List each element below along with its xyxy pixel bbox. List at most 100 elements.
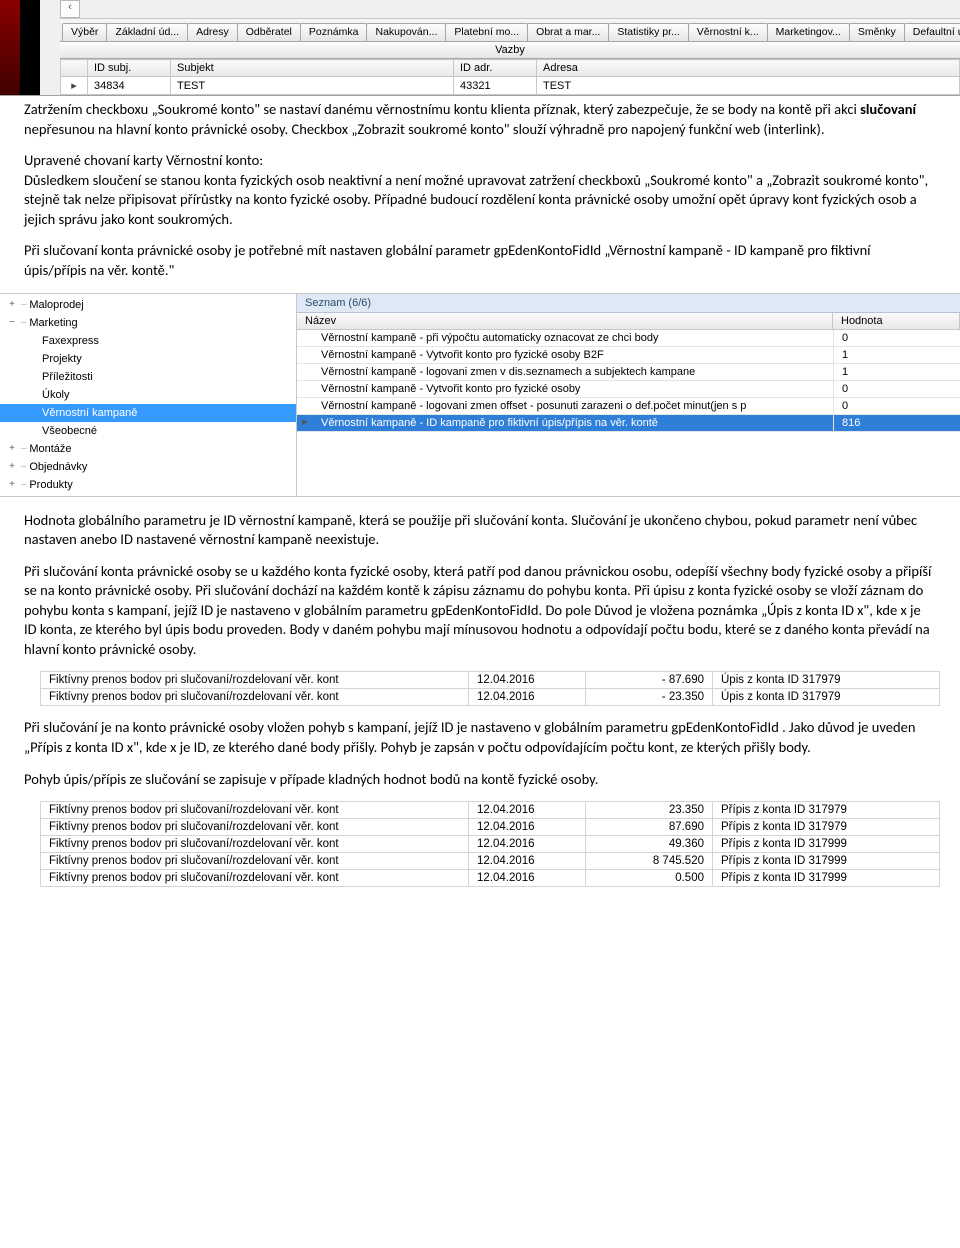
movements-grid-upis: Fiktívny prenos bodov pri slučovaní/rozd… <box>40 671 940 706</box>
tab[interactable]: Obrat a mar... <box>527 23 609 41</box>
cell-id-subj: 34834 <box>88 77 171 95</box>
movement-date: 12.04.2016 <box>469 689 586 706</box>
doc-paragraph: Při slučovaní konta právnické osoby je p… <box>24 241 936 280</box>
tab[interactable]: Směnky <box>849 23 905 41</box>
movement-date: 12.04.2016 <box>469 853 586 870</box>
tree-item-label: Faxexpress <box>40 335 99 347</box>
nav-tree: +····Maloprodej−····Marketing Faxexpress P… <box>0 294 297 496</box>
tree-expand-icon[interactable]: − <box>6 317 18 328</box>
col-id-subj[interactable]: ID subj. <box>88 60 171 77</box>
tree-item[interactable]: Věrnostní kampaně <box>0 404 296 422</box>
tree-item[interactable]: Úkoly <box>0 386 296 404</box>
movement-row[interactable]: Fiktívny prenos bodov pri slučovaní/rozd… <box>41 819 940 836</box>
tree-expand-icon[interactable]: + <box>6 479 18 490</box>
tree-expand-icon[interactable]: + <box>6 443 18 454</box>
tab[interactable]: Adresy <box>187 23 238 41</box>
row-pointer: ▸ <box>61 77 88 95</box>
col-hodnota[interactable]: Hodnota <box>833 313 960 329</box>
tree-item[interactable]: −····Marketing <box>0 314 296 332</box>
tab[interactable]: Defaultní us... <box>904 23 960 41</box>
row-pointer <box>297 381 313 397</box>
col-nazev[interactable]: Název <box>297 313 833 329</box>
movement-date: 12.04.2016 <box>469 870 586 887</box>
movement-desc: Fiktívny prenos bodov pri slučovaní/rozd… <box>41 819 469 836</box>
tree-item-label: Projekty <box>40 353 82 365</box>
cell-id-adr: 43321 <box>454 77 537 95</box>
tab[interactable]: Věrnostní k... <box>688 23 768 41</box>
tree-item[interactable]: +····Maloprodej <box>0 296 296 314</box>
movement-desc: Fiktívny prenos bodov pri slučovaní/rozd… <box>41 802 469 819</box>
col-id-adr[interactable]: ID adr. <box>454 60 537 77</box>
movement-amount: 8 745.520 <box>586 853 713 870</box>
tree-dots-icon: ···· <box>20 461 25 472</box>
tree-item[interactable]: +····Montáže <box>0 440 296 458</box>
tree-item[interactable]: +····Objednávky <box>0 458 296 476</box>
tab[interactable]: Základní úd... <box>106 23 188 41</box>
tree-dots-icon: ···· <box>20 317 25 328</box>
tab[interactable]: Odběratel <box>237 23 301 41</box>
movement-reason: Úpis z konta ID 317979 <box>713 689 940 706</box>
tab[interactable]: Marketingov... <box>767 23 850 41</box>
grid-header-row: ID subj. Subjekt ID adr. Adresa <box>61 60 960 77</box>
tab[interactable]: Výběr <box>62 23 107 41</box>
movement-row[interactable]: Fiktívny prenos bodov pri slučovaní/rozd… <box>41 836 940 853</box>
movement-row[interactable]: Fiktívny prenos bodov pri slučovaní/rozd… <box>41 853 940 870</box>
tab-row: VýběrZákladní úd...AdresyOdběratelPoznám… <box>60 18 960 42</box>
tab[interactable]: Nakupován... <box>366 23 446 41</box>
param-row[interactable]: Věrnostní kampaně - logovani zmen offset… <box>297 398 960 415</box>
movement-date: 12.04.2016 <box>469 672 586 689</box>
param-value: 0 <box>833 381 960 397</box>
movement-row[interactable]: Fiktívny prenos bodov pri slučovaní/rozd… <box>41 689 940 706</box>
param-value: 0 <box>833 398 960 414</box>
row-pointer <box>297 398 313 414</box>
movement-desc: Fiktívny prenos bodov pri slučovaní/rozd… <box>41 870 469 887</box>
col-adresa[interactable]: Adresa <box>537 60 960 77</box>
movement-amount: - 23.350 <box>586 689 713 706</box>
movement-row[interactable]: Fiktívny prenos bodov pri slučovaní/rozd… <box>41 672 940 689</box>
grid-row[interactable]: ▸ 34834 TEST 43321 TEST <box>61 77 960 95</box>
param-row[interactable]: Věrnostní kampaně - Vytvořit konto pro f… <box>297 381 960 398</box>
col-subjekt[interactable]: Subjekt <box>171 60 454 77</box>
movement-amount: 87.690 <box>586 819 713 836</box>
doc-paragraph: Při slučování je na konto právnické osob… <box>24 718 936 757</box>
movement-row[interactable]: Fiktívny prenos bodov pri slučovaní/rozd… <box>41 802 940 819</box>
tree-item[interactable]: Projekty <box>0 350 296 368</box>
movement-date: 12.04.2016 <box>469 802 586 819</box>
tree-item[interactable]: Příležitosti <box>0 368 296 386</box>
tree-dots-icon: ···· <box>20 443 25 454</box>
movement-amount: 0.500 <box>586 870 713 887</box>
cell-subjekt: TEST <box>171 77 454 95</box>
movement-date: 12.04.2016 <box>469 819 586 836</box>
param-row[interactable]: ▸Věrnostní kampaně - ID kampaně pro fikt… <box>297 415 960 432</box>
tab[interactable]: Poznámka <box>300 23 368 41</box>
row-pointer <box>297 364 313 380</box>
tree-item[interactable]: +····Produkty <box>0 476 296 494</box>
tree-item[interactable]: Všeobecné <box>0 422 296 440</box>
movement-desc: Fiktívny prenos bodov pri slučovaní/rozd… <box>41 689 469 706</box>
param-value: 0 <box>833 330 960 346</box>
tab[interactable]: Platební mo... <box>445 23 528 41</box>
tab[interactable]: Statistiky pr... <box>608 23 688 41</box>
param-row[interactable]: Věrnostní kampaně - Vytvořit konto pro f… <box>297 347 960 364</box>
tree-expand-icon[interactable]: + <box>6 461 18 472</box>
screenshot-tree-params: +····Maloprodej−····Marketing Faxexpress P… <box>0 293 960 497</box>
tree-item-label: Příležitosti <box>40 371 93 383</box>
movement-amount: 49.360 <box>586 836 713 853</box>
screenshot-tabs-grid: ‹ VýběrZákladní úd...AdresyOdběratelPozn… <box>0 0 960 96</box>
param-name: Věrnostní kampaně - při výpočtu automati… <box>313 330 833 346</box>
param-name: Věrnostní kampaně - Vytvořit konto pro f… <box>313 347 833 363</box>
vazby-bar: Vazby <box>60 42 960 59</box>
movement-desc: Fiktívny prenos bodov pri slučovaní/rozd… <box>41 836 469 853</box>
subject-grid: ID subj. Subjekt ID adr. Adresa ▸ 34834 … <box>60 59 960 95</box>
param-row[interactable]: Věrnostní kampaně - logovani zmen v dis.… <box>297 364 960 381</box>
tree-expand-icon[interactable]: + <box>6 299 18 310</box>
param-name: Věrnostní kampaně - logovani zmen v dis.… <box>313 364 833 380</box>
tab-scroll-left[interactable]: ‹ <box>60 0 80 18</box>
tree-item[interactable]: Faxexpress <box>0 332 296 350</box>
app-side-strip <box>0 0 40 95</box>
param-name: Věrnostní kampaně - logovani zmen offset… <box>313 398 833 414</box>
movement-row[interactable]: Fiktívny prenos bodov pri slučovaní/rozd… <box>41 870 940 887</box>
param-value: 1 <box>833 347 960 363</box>
param-row[interactable]: Věrnostní kampaně - při výpočtu automati… <box>297 330 960 347</box>
tree-dots-icon: ···· <box>20 479 25 490</box>
